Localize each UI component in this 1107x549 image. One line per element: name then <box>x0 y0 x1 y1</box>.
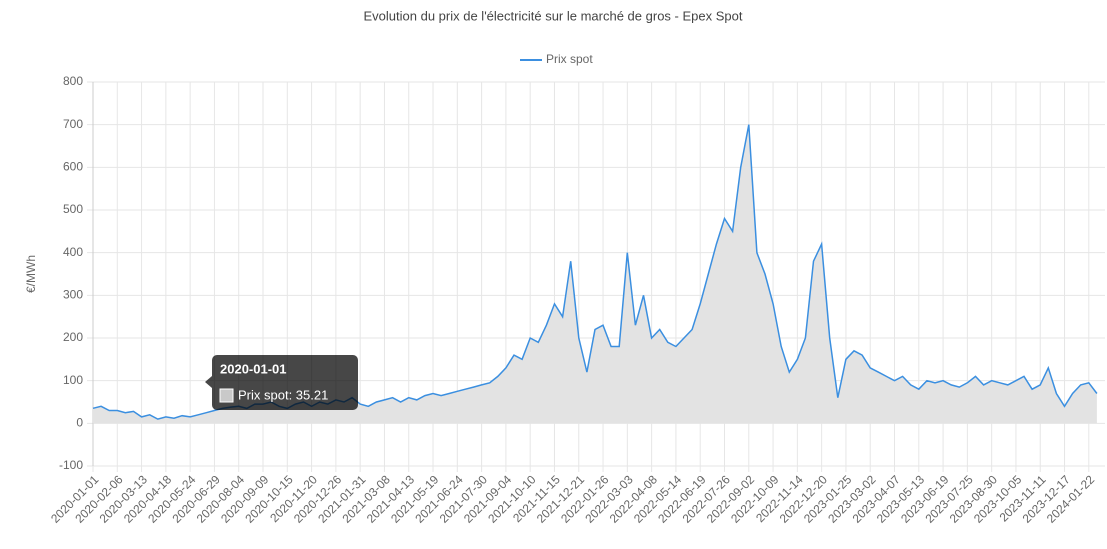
legend: Prix spot <box>520 52 593 66</box>
tooltip-box <box>212 355 358 410</box>
legend-label: Prix spot <box>546 52 593 66</box>
y-axis-title: €/MWh <box>24 255 38 293</box>
tooltip: 2020-01-01 Prix spot: 35.21 <box>205 355 358 410</box>
y-tick-label: 0 <box>76 416 83 430</box>
tooltip-label: Prix spot: 35.21 <box>238 387 328 402</box>
y-tick-label: 400 <box>63 245 83 259</box>
y-tick-label: -100 <box>59 458 83 472</box>
tooltip-pointer <box>205 376 212 388</box>
y-tick-label: 600 <box>63 160 83 174</box>
chart-title: Evolution du prix de l'électricité sur l… <box>364 8 743 23</box>
tooltip-title: 2020-01-01 <box>220 361 287 376</box>
plot-area: -100 0 100 200 300 400 500 600 700 800 2020-01-012… <box>48 74 1105 526</box>
y-tick-label: 100 <box>63 373 83 387</box>
y-tick-label: 500 <box>63 202 83 216</box>
y-tick-label: 800 <box>63 74 83 88</box>
area <box>93 124 1097 424</box>
tooltip-swatch <box>219 388 234 403</box>
y-tick-label: 200 <box>63 330 83 344</box>
y-tick-label: 300 <box>63 288 83 302</box>
y-tick-label: 700 <box>63 117 83 131</box>
